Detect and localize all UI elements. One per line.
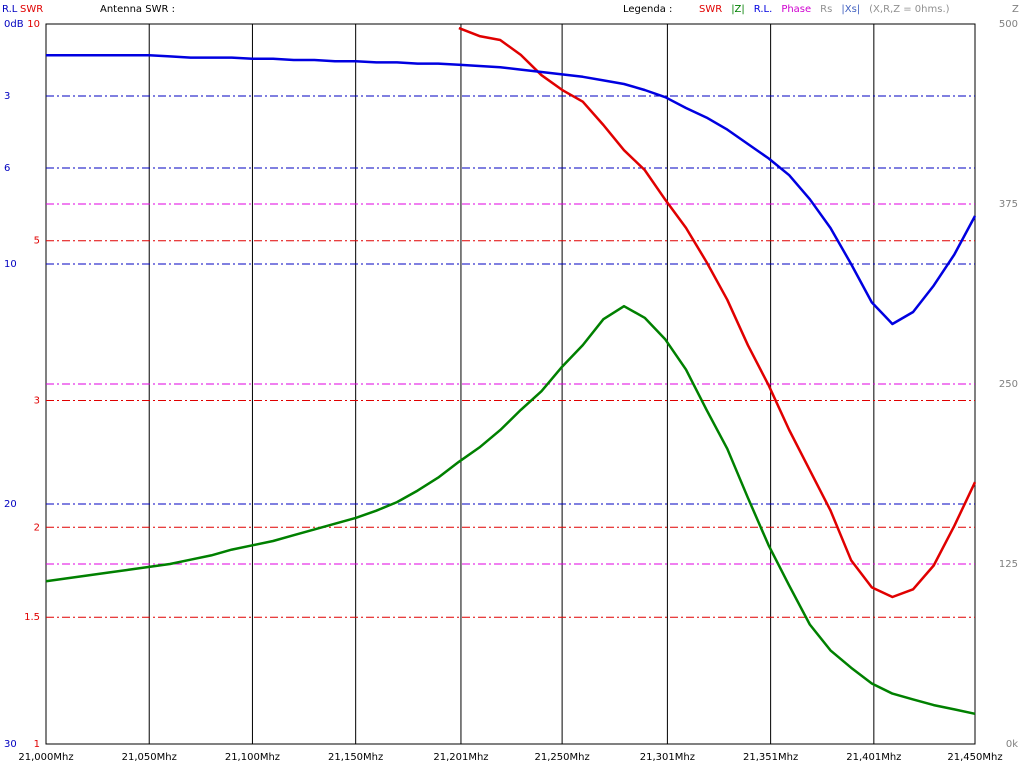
y-tick-label: 0dB (4, 19, 24, 30)
y-tick-label: 10 (4, 259, 17, 270)
y-tick-label: 6 (4, 163, 10, 174)
legend-entry: Phase (781, 4, 811, 15)
x-tick-label: 21,000Mhz (18, 752, 73, 763)
legend-entry: SWR (699, 4, 722, 15)
legend: SWR |Z| R.L. Phase Rs |Xs| (X,R,Z = 0hms.) (699, 4, 950, 15)
y-tick-label: 20 (4, 499, 17, 510)
y-tick-label: 500 (999, 19, 1018, 30)
rl-axis-label: R.L (2, 4, 18, 15)
x-tick-label: 21,100Mhz (225, 752, 280, 763)
legend-entry: R.L. (754, 4, 773, 15)
x-tick-label: 21,050Mhz (122, 752, 177, 763)
x-tick-label: 21,450Mhz (947, 752, 1002, 763)
y-tick-label: 3 (4, 91, 10, 102)
x-tick-label: 21,401Mhz (846, 752, 901, 763)
y-tick-label: 1 (34, 739, 40, 750)
legend-entry: Rs (820, 4, 832, 15)
y-tick-label: 2 (34, 522, 40, 533)
x-tick-label: 21,201Mhz (433, 752, 488, 763)
series-line (46, 53, 977, 326)
x-tick-label: 21,150Mhz (328, 752, 383, 763)
y-tick-label: 5 (34, 236, 40, 247)
swr-axis-label: SWR (20, 4, 43, 15)
legend-entry: |Xs| (841, 4, 860, 15)
y-tick-label: 250 (999, 379, 1018, 390)
x-tick-label: 21,250Mhz (535, 752, 590, 763)
y-tick-label: 30 (4, 739, 17, 750)
x-tick-label: 21,301Mhz (640, 752, 695, 763)
legend-entry: |Z| (731, 4, 745, 15)
y-tick-label: 375 (999, 199, 1018, 210)
y-tick-label: 10 (27, 19, 40, 30)
series-line (45, 304, 976, 716)
legend-title: Legenda : (623, 4, 672, 15)
z-axis-label: Z (1012, 4, 1019, 15)
chart-title: Antenna SWR : (100, 4, 175, 15)
series-line (458, 26, 977, 599)
y-tick-label: 0k (1006, 739, 1018, 750)
y-tick-label: 1.5 (24, 612, 40, 623)
y-tick-label: 3 (34, 395, 40, 406)
y-tick-label: 125 (999, 559, 1018, 570)
legend-note: (X,R,Z = 0hms.) (869, 4, 949, 15)
x-tick-label: 21,351Mhz (743, 752, 798, 763)
